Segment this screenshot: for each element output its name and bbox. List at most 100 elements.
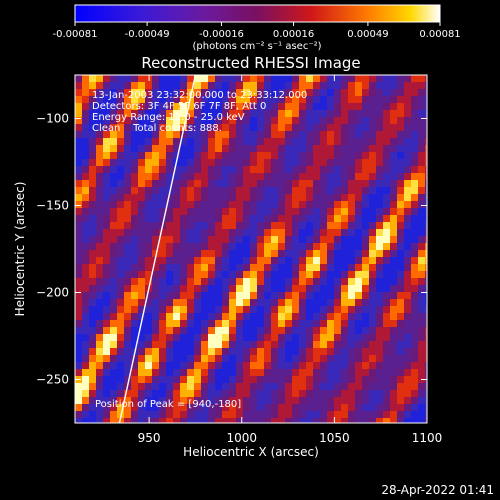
heatmap-cell bbox=[82, 180, 89, 187]
heatmap-cell bbox=[236, 208, 243, 215]
heatmap-cell bbox=[418, 299, 425, 306]
heatmap-cell bbox=[278, 215, 285, 222]
heatmap-cell bbox=[117, 271, 124, 278]
heatmap-cell bbox=[369, 159, 376, 166]
heatmap-cell bbox=[166, 131, 173, 138]
heatmap-cell bbox=[278, 292, 285, 299]
heatmap-cell bbox=[376, 250, 383, 257]
heatmap-cell bbox=[194, 278, 201, 285]
heatmap-cell bbox=[313, 222, 320, 229]
heatmap-cell bbox=[187, 292, 194, 299]
heatmap-cell bbox=[236, 96, 243, 103]
heatmap-cell bbox=[201, 334, 208, 341]
heatmap-cell bbox=[348, 145, 355, 152]
heatmap-cell bbox=[138, 138, 145, 145]
heatmap-cell bbox=[425, 243, 427, 250]
heatmap-cell bbox=[75, 222, 82, 229]
colorbar-tick-label: -0.00016 bbox=[199, 29, 244, 40]
heatmap-cell bbox=[320, 299, 327, 306]
heatmap-cell bbox=[257, 320, 264, 327]
heatmap-cell bbox=[271, 313, 278, 320]
heatmap-cell bbox=[124, 194, 131, 201]
heatmap-cell bbox=[236, 397, 243, 404]
heatmap-cell bbox=[152, 397, 159, 404]
heatmap-cell bbox=[397, 292, 404, 299]
heatmap-cell bbox=[152, 418, 159, 423]
heatmap-cell bbox=[145, 348, 152, 355]
heatmap-cell bbox=[75, 292, 82, 299]
heatmap-cell bbox=[117, 215, 124, 222]
heatmap-cell bbox=[215, 166, 222, 173]
heatmap-cell bbox=[180, 138, 187, 145]
heatmap-cell bbox=[362, 124, 369, 131]
heatmap-cell bbox=[166, 180, 173, 187]
heatmap-cell bbox=[124, 390, 131, 397]
heatmap-cell bbox=[208, 96, 215, 103]
heatmap-cell bbox=[117, 75, 124, 82]
heatmap-cell bbox=[383, 159, 390, 166]
heatmap-cell bbox=[257, 404, 264, 411]
heatmap-cell bbox=[138, 103, 145, 110]
heatmap-cell bbox=[103, 404, 110, 411]
heatmap-cell bbox=[271, 145, 278, 152]
heatmap-cell bbox=[96, 278, 103, 285]
heatmap-cell bbox=[369, 271, 376, 278]
heatmap-cell bbox=[411, 208, 418, 215]
heatmap-cell bbox=[376, 187, 383, 194]
heatmap-cell bbox=[215, 320, 222, 327]
heatmap-cell bbox=[418, 117, 425, 124]
heatmap-cell bbox=[173, 152, 180, 159]
heatmap-cell bbox=[250, 411, 257, 418]
heatmap-cell bbox=[278, 264, 285, 271]
heatmap-cell bbox=[306, 173, 313, 180]
heatmap-cell bbox=[243, 166, 250, 173]
heatmap-cell bbox=[229, 299, 236, 306]
heatmap-cell bbox=[299, 243, 306, 250]
heatmap-cell bbox=[355, 383, 362, 390]
heatmap-cell bbox=[152, 124, 159, 131]
heatmap-cell bbox=[404, 383, 411, 390]
heatmap-cell bbox=[138, 376, 145, 383]
heatmap-cell bbox=[341, 243, 348, 250]
heatmap-cell bbox=[418, 131, 425, 138]
heatmap-cell bbox=[306, 236, 313, 243]
heatmap-cell bbox=[320, 292, 327, 299]
heatmap-cell bbox=[306, 145, 313, 152]
heatmap-cell bbox=[166, 404, 173, 411]
heatmap-cell bbox=[271, 131, 278, 138]
heatmap-cell bbox=[215, 243, 222, 250]
heatmap-cell bbox=[404, 334, 411, 341]
heatmap-cell bbox=[131, 166, 138, 173]
heatmap-cell bbox=[383, 96, 390, 103]
heatmap-cell bbox=[355, 397, 362, 404]
heatmap-cell bbox=[145, 341, 152, 348]
heatmap-cell bbox=[89, 229, 96, 236]
heatmap-cell bbox=[334, 292, 341, 299]
heatmap-cell bbox=[173, 390, 180, 397]
heatmap-cell bbox=[187, 215, 194, 222]
heatmap-cell bbox=[369, 313, 376, 320]
heatmap-cell bbox=[243, 201, 250, 208]
heatmap-cell bbox=[89, 411, 96, 418]
heatmap-cell bbox=[152, 187, 159, 194]
heatmap-cell bbox=[243, 397, 250, 404]
heatmap-cell bbox=[173, 194, 180, 201]
heatmap-cell bbox=[152, 383, 159, 390]
heatmap-cell bbox=[411, 397, 418, 404]
heatmap-cell bbox=[208, 397, 215, 404]
heatmap-cell bbox=[425, 320, 427, 327]
heatmap-cell bbox=[257, 117, 264, 124]
heatmap-cell bbox=[397, 397, 404, 404]
heatmap-cell bbox=[96, 390, 103, 397]
heatmap-cell bbox=[131, 215, 138, 222]
heatmap-cell bbox=[341, 138, 348, 145]
heatmap-cell bbox=[131, 257, 138, 264]
heatmap-cell bbox=[285, 285, 292, 292]
heatmap-cell bbox=[320, 138, 327, 145]
heatmap-cell bbox=[404, 320, 411, 327]
heatmap-cell bbox=[96, 75, 103, 82]
heatmap-cell bbox=[320, 152, 327, 159]
heatmap-cell bbox=[173, 334, 180, 341]
heatmap-cell bbox=[236, 215, 243, 222]
heatmap-cell bbox=[362, 110, 369, 117]
